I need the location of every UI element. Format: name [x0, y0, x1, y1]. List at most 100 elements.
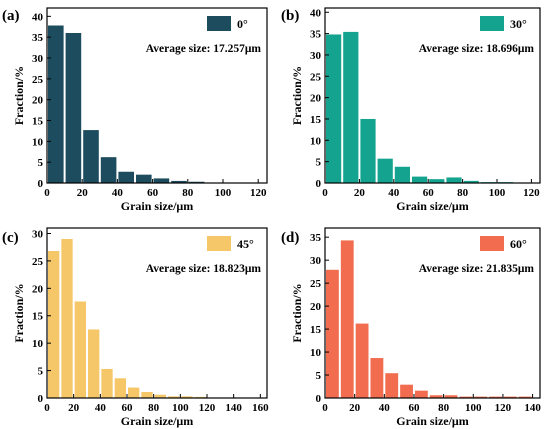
y-tick-label: 20 — [310, 301, 322, 313]
bar — [136, 174, 152, 183]
x-tick-label: 60 — [408, 402, 420, 414]
bar — [188, 181, 205, 183]
panel-label: (a) — [2, 8, 20, 24]
y-tick-label: 15 — [310, 324, 322, 336]
legend-label: 30° — [510, 17, 527, 31]
legend-label: 45° — [237, 237, 254, 251]
bar — [100, 157, 117, 183]
y-tick-label: 10 — [310, 135, 322, 147]
bar — [412, 176, 428, 183]
y-tick-label: 40 — [32, 11, 44, 23]
bar — [128, 387, 140, 398]
bar — [154, 394, 166, 398]
average-size-annotation: Average size: 18.823μm — [146, 263, 262, 275]
panel-label: (b) — [281, 8, 299, 24]
y-tick-label: 5 — [316, 157, 322, 169]
y-tick-label: 35 — [310, 29, 322, 41]
bar — [83, 130, 99, 183]
x-tick-label: 80 — [457, 187, 469, 199]
panel-1: 0 5 10 15 20 25 30 35 40 0 20 40 60 80 100 120 Grain siz… — [2, 7, 268, 213]
x-tick-label: 140 — [524, 402, 541, 414]
y-axis-label: Fraction/% — [290, 66, 304, 125]
bar — [463, 180, 479, 183]
average-size-annotation: Average size: 17.257μm — [146, 43, 262, 55]
y-tick-label: 15 — [32, 311, 44, 323]
bar — [414, 390, 428, 398]
y-tick-label: 35 — [32, 32, 44, 44]
plot-frame — [46, 227, 268, 399]
bar — [429, 179, 445, 183]
x-tick-label: 100 — [465, 402, 482, 414]
bar — [48, 25, 64, 183]
bar — [65, 33, 82, 183]
y-tick-label: 15 — [310, 114, 322, 126]
bar — [88, 329, 100, 398]
panel-4: 0 5 10 15 20 25 30 35 0 20 40 60 80 100 120 140 Grain si… — [281, 227, 541, 428]
x-tick-label: 20 — [77, 187, 89, 199]
bar — [400, 384, 413, 398]
x-tick-label: 100 — [215, 187, 232, 199]
y-tick-label: 5 — [316, 370, 322, 382]
bar — [429, 395, 443, 398]
x-tick-label: 100 — [172, 402, 189, 414]
y-tick-label: 30 — [32, 228, 44, 240]
bar — [444, 395, 458, 398]
legend-swatch — [480, 16, 504, 31]
bar — [168, 396, 180, 398]
bar — [114, 378, 126, 398]
bar — [74, 301, 86, 398]
average-size-annotation: Average size: 18.696μm — [419, 43, 535, 55]
bar — [326, 34, 342, 184]
y-tick-label: 10 — [32, 136, 44, 148]
panel-label: (d) — [281, 230, 299, 246]
bar — [446, 177, 462, 183]
y-tick-label: 25 — [32, 256, 44, 268]
y-tick-label: 25 — [310, 71, 322, 83]
x-tick-label: 60 — [423, 187, 435, 199]
x-tick-label: 20 — [354, 187, 366, 199]
x-tick-label: 20 — [349, 402, 361, 414]
y-tick-label: 10 — [310, 347, 322, 359]
x-axis-label: Grain size/μm — [396, 199, 468, 213]
bar — [355, 323, 369, 398]
x-tick-label: 120 — [199, 402, 216, 414]
x-tick-label: 140 — [225, 402, 242, 414]
bar — [181, 396, 193, 398]
plot-frame — [324, 227, 541, 399]
bar — [343, 31, 359, 184]
bar — [459, 396, 473, 398]
x-tick-label: 0 — [322, 402, 328, 414]
y-tick-label: 20 — [310, 93, 322, 105]
y-axis-label: Fraction/% — [12, 66, 26, 125]
legend-swatch — [207, 236, 231, 251]
bar — [61, 238, 73, 398]
x-tick-label: 40 — [379, 402, 391, 414]
bar — [340, 240, 354, 398]
bar — [360, 118, 376, 183]
bar — [474, 396, 488, 398]
x-axis-label: Grain size/μm — [121, 199, 193, 213]
x-tick-label: 0 — [322, 187, 328, 199]
bar — [101, 368, 113, 398]
x-tick-label: 40 — [388, 187, 400, 199]
y-tick-label: 5 — [38, 366, 44, 378]
y-tick-label: 30 — [310, 50, 322, 62]
y-tick-label: 30 — [310, 255, 322, 267]
legend-label: 0° — [237, 17, 248, 31]
y-tick-label: 15 — [32, 116, 44, 128]
y-tick-label: 0 — [38, 393, 44, 405]
plot-frame — [46, 7, 268, 184]
x-tick-label: 120 — [495, 402, 512, 414]
y-tick-label: 25 — [32, 74, 44, 86]
bar — [153, 178, 170, 183]
legend-swatch — [207, 16, 231, 31]
x-tick-label: 60 — [147, 187, 159, 199]
y-tick-label: 20 — [32, 95, 44, 107]
legend-swatch — [480, 236, 504, 251]
y-axis-label: Fraction/% — [290, 283, 304, 342]
y-tick-label: 0 — [316, 178, 322, 190]
x-tick-label: 80 — [438, 402, 450, 414]
x-axis-label: Grain size/μm — [396, 414, 468, 428]
x-tick-label: 60 — [122, 402, 134, 414]
